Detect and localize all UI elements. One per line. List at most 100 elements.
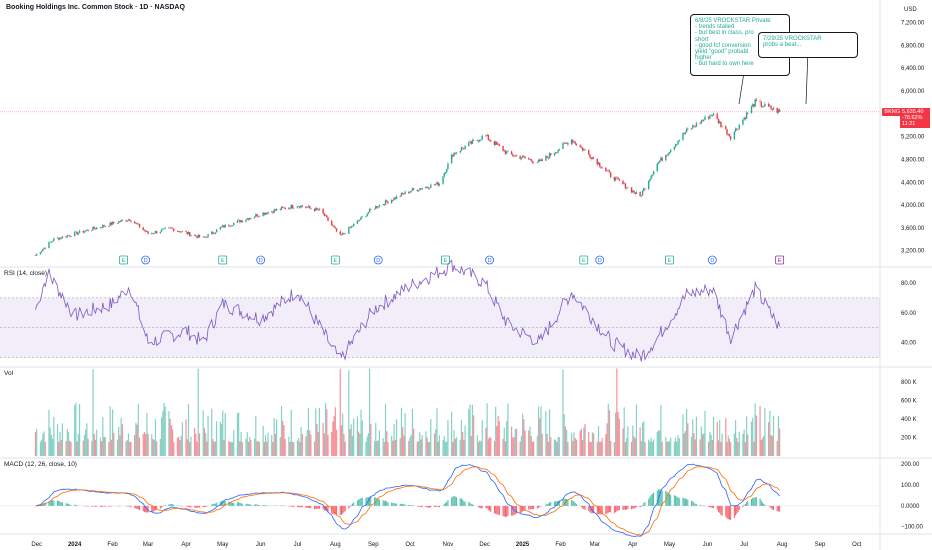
volume-bar xyxy=(263,441,265,456)
macd-hist-bar xyxy=(427,505,429,508)
volume-bar xyxy=(147,433,149,456)
volume-bar xyxy=(305,436,307,456)
macd-hist-bar xyxy=(281,505,283,506)
macd-hist-bar xyxy=(153,505,155,512)
macd-hist-bar xyxy=(65,503,67,506)
macd-hist-bar xyxy=(497,505,499,515)
candle-body xyxy=(211,231,213,235)
candle-body xyxy=(736,128,738,130)
volume-bar xyxy=(462,432,464,456)
idea-note-july[interactable]: 7/29/25 VROCKSTAR probs a beat... xyxy=(758,32,858,58)
volume-bar xyxy=(427,442,429,456)
volume-bar xyxy=(262,425,264,456)
macd-hist-bar xyxy=(333,505,335,515)
candle-body xyxy=(721,126,723,127)
candle-body xyxy=(435,184,437,185)
volume-bar xyxy=(52,438,54,456)
volume-bar xyxy=(266,441,268,456)
candle-body xyxy=(553,153,556,156)
volume-bar xyxy=(678,438,680,456)
volume-bar xyxy=(134,435,136,456)
macd-hist-bar xyxy=(651,493,653,506)
candle-body xyxy=(100,227,103,229)
macd-hist-bar xyxy=(344,505,346,512)
candle-body xyxy=(241,220,244,222)
macd-hist-bar xyxy=(593,505,595,514)
last-price-box: 5,635.40 -78.62% 11:21 xyxy=(900,108,930,128)
volume-bar xyxy=(143,431,146,456)
macd-hist-bar xyxy=(436,505,438,507)
candle-body xyxy=(421,188,423,190)
macd-hist-bar xyxy=(360,498,362,506)
macd-hist-bar xyxy=(519,505,521,514)
volume-bar xyxy=(759,406,761,456)
candle-body xyxy=(515,155,518,157)
candle-body xyxy=(699,122,701,124)
macd-hist-bar xyxy=(189,505,191,508)
candle-body xyxy=(588,150,590,155)
macd-hist-bar xyxy=(238,502,240,506)
candle-body xyxy=(770,105,772,110)
volume-bar xyxy=(82,440,84,456)
macd-hist-bar xyxy=(70,505,72,506)
macd-hist-bar xyxy=(104,505,106,507)
volume-bar xyxy=(152,439,154,456)
candle-body xyxy=(617,177,619,180)
candle-body xyxy=(343,233,345,234)
candle-body xyxy=(378,204,381,207)
volume-bar xyxy=(393,424,395,456)
macd-hist-bar xyxy=(682,497,684,506)
macd-tick-label: 200.00 xyxy=(901,462,920,468)
candle-body xyxy=(185,231,187,233)
volume-bar xyxy=(574,438,576,456)
volume-bar xyxy=(164,406,166,456)
candle-body xyxy=(607,170,609,172)
candle-body xyxy=(712,113,715,116)
candle-body xyxy=(104,226,106,227)
volume-bar xyxy=(205,432,207,456)
volume-bar xyxy=(279,437,281,456)
candle-body xyxy=(754,99,756,107)
macd-hist-bar xyxy=(481,505,483,509)
x-tick-label: May xyxy=(217,542,228,548)
x-tick-label: 2025 xyxy=(516,542,530,548)
candle-body xyxy=(745,112,748,119)
volume-bar xyxy=(712,416,715,456)
candle-body xyxy=(416,189,419,191)
candle-body xyxy=(383,204,386,205)
volume-bar xyxy=(383,442,385,456)
dividend-marker xyxy=(595,255,605,265)
candle-body xyxy=(271,211,273,213)
volume-bar xyxy=(75,402,77,456)
price-tick-label: 6,400.00 xyxy=(901,66,925,72)
volume-bar xyxy=(104,436,106,456)
volume-bar xyxy=(367,433,370,456)
macd-hist-bar xyxy=(691,500,693,506)
macd-hist-bar xyxy=(590,505,592,514)
macd-hist-bar xyxy=(339,505,341,516)
macd-hist-bar xyxy=(52,500,54,506)
volume-bar xyxy=(376,440,378,456)
volume-bar xyxy=(404,413,406,456)
x-tick-label: Feb xyxy=(107,542,118,548)
volume-bar xyxy=(92,369,94,456)
volume-bar xyxy=(597,426,600,456)
macd-hist-bar xyxy=(343,505,345,513)
macd-hist-bar xyxy=(435,505,437,507)
macd-hist-bar xyxy=(176,505,178,506)
volume-bar xyxy=(613,442,616,456)
volume-bar xyxy=(632,425,634,456)
candle-body xyxy=(481,135,483,140)
volume-bar xyxy=(353,418,355,456)
volume-bar xyxy=(185,419,187,456)
candle-body xyxy=(581,147,584,151)
macd-hist-bar xyxy=(762,502,764,506)
macd-hist-bar xyxy=(520,505,522,513)
candle-body xyxy=(108,226,110,227)
volume-bar xyxy=(622,428,624,456)
volume-bar xyxy=(233,430,235,456)
macd-hist-bar xyxy=(145,505,147,513)
macd-hist-bar xyxy=(349,505,351,507)
macd-hist-bar xyxy=(583,505,585,510)
